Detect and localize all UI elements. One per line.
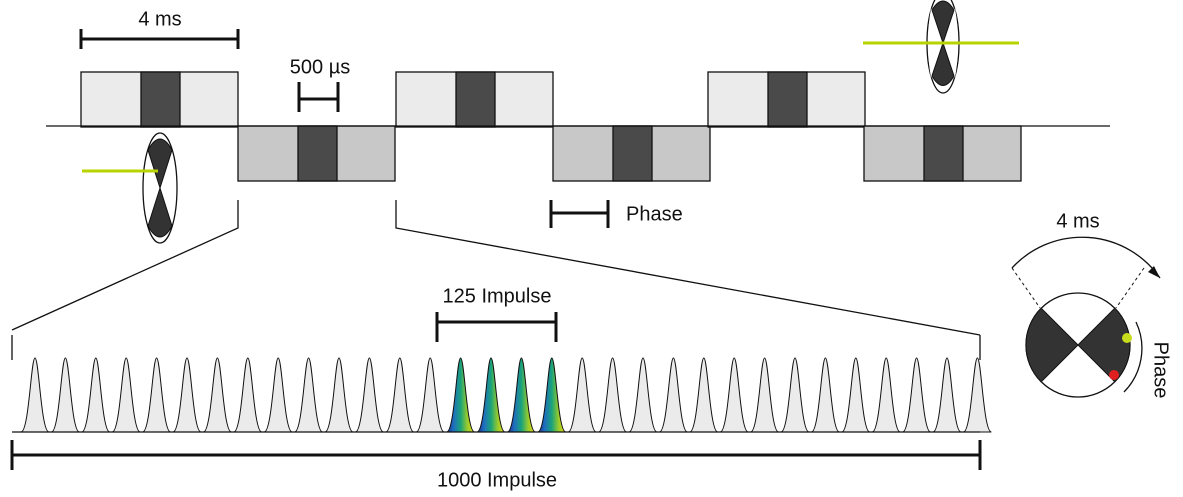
impulse: [689, 357, 719, 433]
impulse: [111, 357, 141, 433]
bracket-phase: [549, 200, 610, 228]
label-impulse-group: 125 Impulse: [443, 285, 552, 307]
label-period: 4 ms: [138, 8, 181, 30]
impulse: [658, 357, 688, 433]
impulse: [567, 357, 597, 433]
label-phase: Phase: [626, 203, 683, 225]
impulse: [598, 357, 628, 433]
label-pulse-width: 500 µs: [290, 56, 350, 78]
bracket-4ms: [79, 29, 240, 49]
pulse-center: [923, 125, 964, 182]
impulse: [780, 357, 810, 433]
label-circle-phase: Phase: [1150, 342, 1172, 399]
pulse-center: [767, 71, 808, 128]
impulse: [841, 357, 871, 433]
impulse: [294, 357, 324, 433]
impulse: [263, 357, 293, 433]
bracket-125: [435, 312, 558, 342]
label-circle-period: 4 ms: [1056, 210, 1099, 232]
ellipse-right: [863, 0, 1019, 94]
impulse: [537, 357, 567, 433]
bracket-500us: [297, 82, 340, 112]
impulse: [324, 357, 354, 433]
impulse: [719, 357, 749, 433]
impulse: [446, 357, 476, 433]
pulse-center: [297, 125, 338, 182]
impulse: [415, 357, 445, 433]
impulse: [871, 357, 901, 433]
impulse: [385, 357, 415, 433]
impulse: [81, 357, 111, 433]
pulse-center: [455, 71, 496, 128]
impulse: [932, 357, 962, 433]
impulse: [902, 357, 932, 433]
impulse: [20, 357, 50, 433]
zoom-line: [11, 200, 239, 331]
label-impulse-total: 1000 Impulse: [437, 469, 557, 491]
impulse: [172, 357, 202, 433]
bracket-1000: [10, 440, 982, 470]
impulse: [476, 357, 506, 433]
impulse: [142, 357, 172, 433]
impulse: [962, 357, 992, 433]
impulse: [354, 357, 384, 433]
ellipse-left: [82, 132, 178, 244]
impulse: [506, 357, 536, 433]
impulse: [810, 357, 840, 433]
impulse: [750, 357, 780, 433]
pulse-center: [612, 125, 653, 182]
impulse: [628, 357, 658, 433]
impulse: [202, 357, 232, 433]
impulse: [50, 357, 80, 433]
impulse: [233, 357, 263, 433]
pulse-center: [140, 71, 181, 128]
impulses: [20, 357, 992, 433]
zoom-line: [395, 200, 981, 336]
rotor: [1011, 236, 1161, 398]
